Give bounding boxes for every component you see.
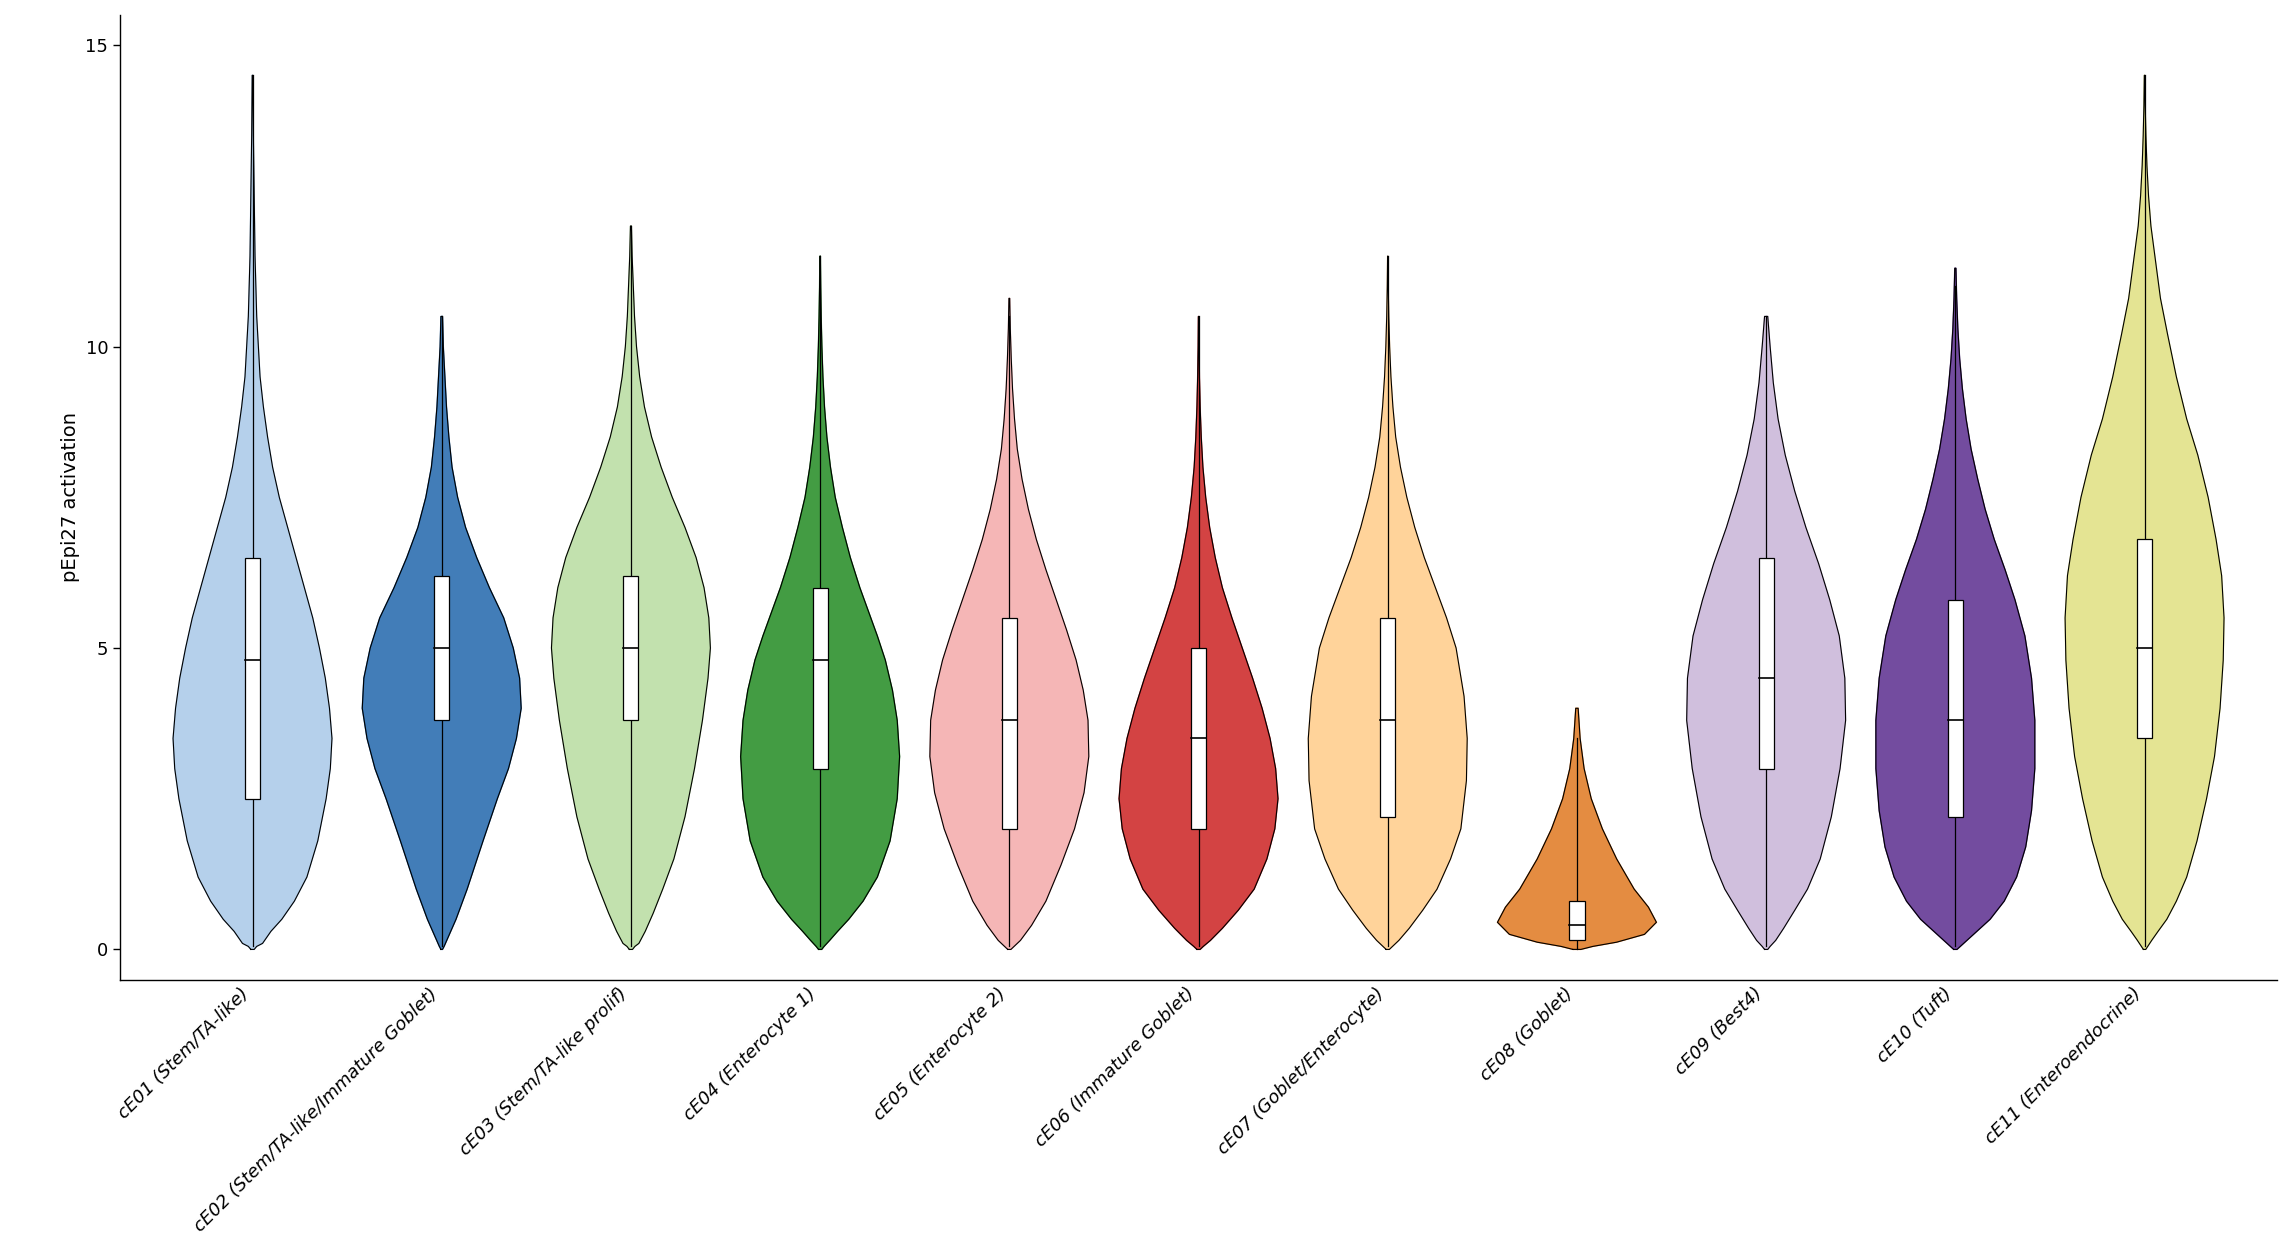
Bar bbox=[1948, 600, 1962, 816]
Bar bbox=[2136, 540, 2152, 739]
Polygon shape bbox=[362, 316, 520, 950]
Polygon shape bbox=[1497, 709, 1657, 950]
Polygon shape bbox=[1118, 316, 1279, 950]
Polygon shape bbox=[552, 226, 711, 950]
Bar bbox=[814, 588, 827, 769]
Polygon shape bbox=[931, 299, 1089, 950]
Y-axis label: pEpi27 activation: pEpi27 activation bbox=[62, 412, 80, 582]
Polygon shape bbox=[1875, 269, 2035, 950]
Polygon shape bbox=[1309, 256, 1467, 950]
Bar bbox=[623, 576, 639, 720]
Polygon shape bbox=[740, 256, 898, 950]
Bar bbox=[1192, 648, 1206, 829]
Bar bbox=[245, 558, 259, 799]
Bar bbox=[433, 576, 449, 720]
Bar bbox=[1570, 901, 1584, 940]
Polygon shape bbox=[2065, 75, 2223, 950]
Bar bbox=[1002, 618, 1018, 829]
Polygon shape bbox=[1687, 316, 1845, 950]
Bar bbox=[1380, 618, 1396, 816]
Polygon shape bbox=[174, 75, 332, 950]
Bar bbox=[1758, 558, 1774, 769]
